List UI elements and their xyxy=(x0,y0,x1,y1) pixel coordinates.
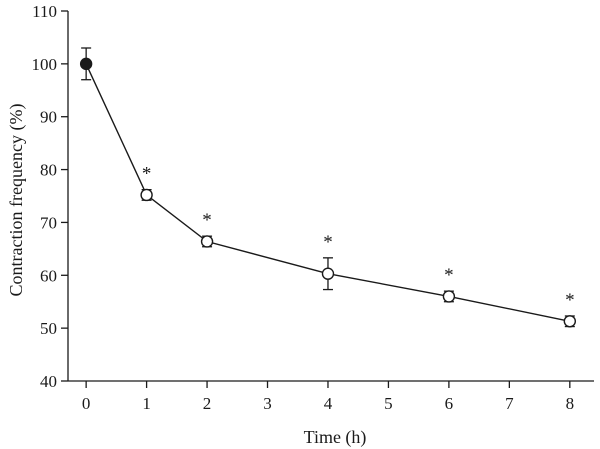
axes: 40 50 60 70 80 90 100 110 0 1 2 3 4 5 6 7 8 xyxy=(32,2,594,413)
y-tick-label: 110 xyxy=(32,2,57,21)
y-tick-label: 70 xyxy=(40,213,57,232)
y-axis-title: Contraction frequency (%) xyxy=(6,104,27,297)
x-tick-label: 5 xyxy=(384,394,393,413)
significance-marker: * xyxy=(323,232,333,253)
y-tick-label: 50 xyxy=(40,319,57,338)
x-tick-label: 7 xyxy=(505,394,514,413)
significance-marker: * xyxy=(142,164,152,185)
data-point xyxy=(140,188,153,202)
y-tick-label: 80 xyxy=(40,161,57,180)
x-tick-label: 4 xyxy=(324,394,333,413)
y-tick-label: 90 xyxy=(40,108,57,127)
x-tick-label: 8 xyxy=(566,394,575,413)
y-tick-label: 100 xyxy=(32,55,58,74)
significance-marker: * xyxy=(444,265,454,286)
y-tick-label: 60 xyxy=(40,266,57,285)
y-tick-label: 40 xyxy=(40,372,57,391)
x-tick-label: 6 xyxy=(445,394,454,413)
x-tick-label: 1 xyxy=(142,394,151,413)
significance-marker: * xyxy=(202,210,212,231)
data-point xyxy=(321,267,335,280)
series-line xyxy=(85,63,570,322)
x-tick-label: 3 xyxy=(263,394,272,413)
series: * * * * * xyxy=(79,47,577,328)
data-point xyxy=(442,290,456,303)
data-point xyxy=(79,57,93,71)
x-tick-label: 2 xyxy=(203,394,212,413)
significance-marker: * xyxy=(565,290,575,311)
data-point xyxy=(200,235,214,248)
x-axis-title: Time (h) xyxy=(304,427,367,448)
x-tick-label: 0 xyxy=(82,394,91,413)
data-point xyxy=(563,315,577,328)
